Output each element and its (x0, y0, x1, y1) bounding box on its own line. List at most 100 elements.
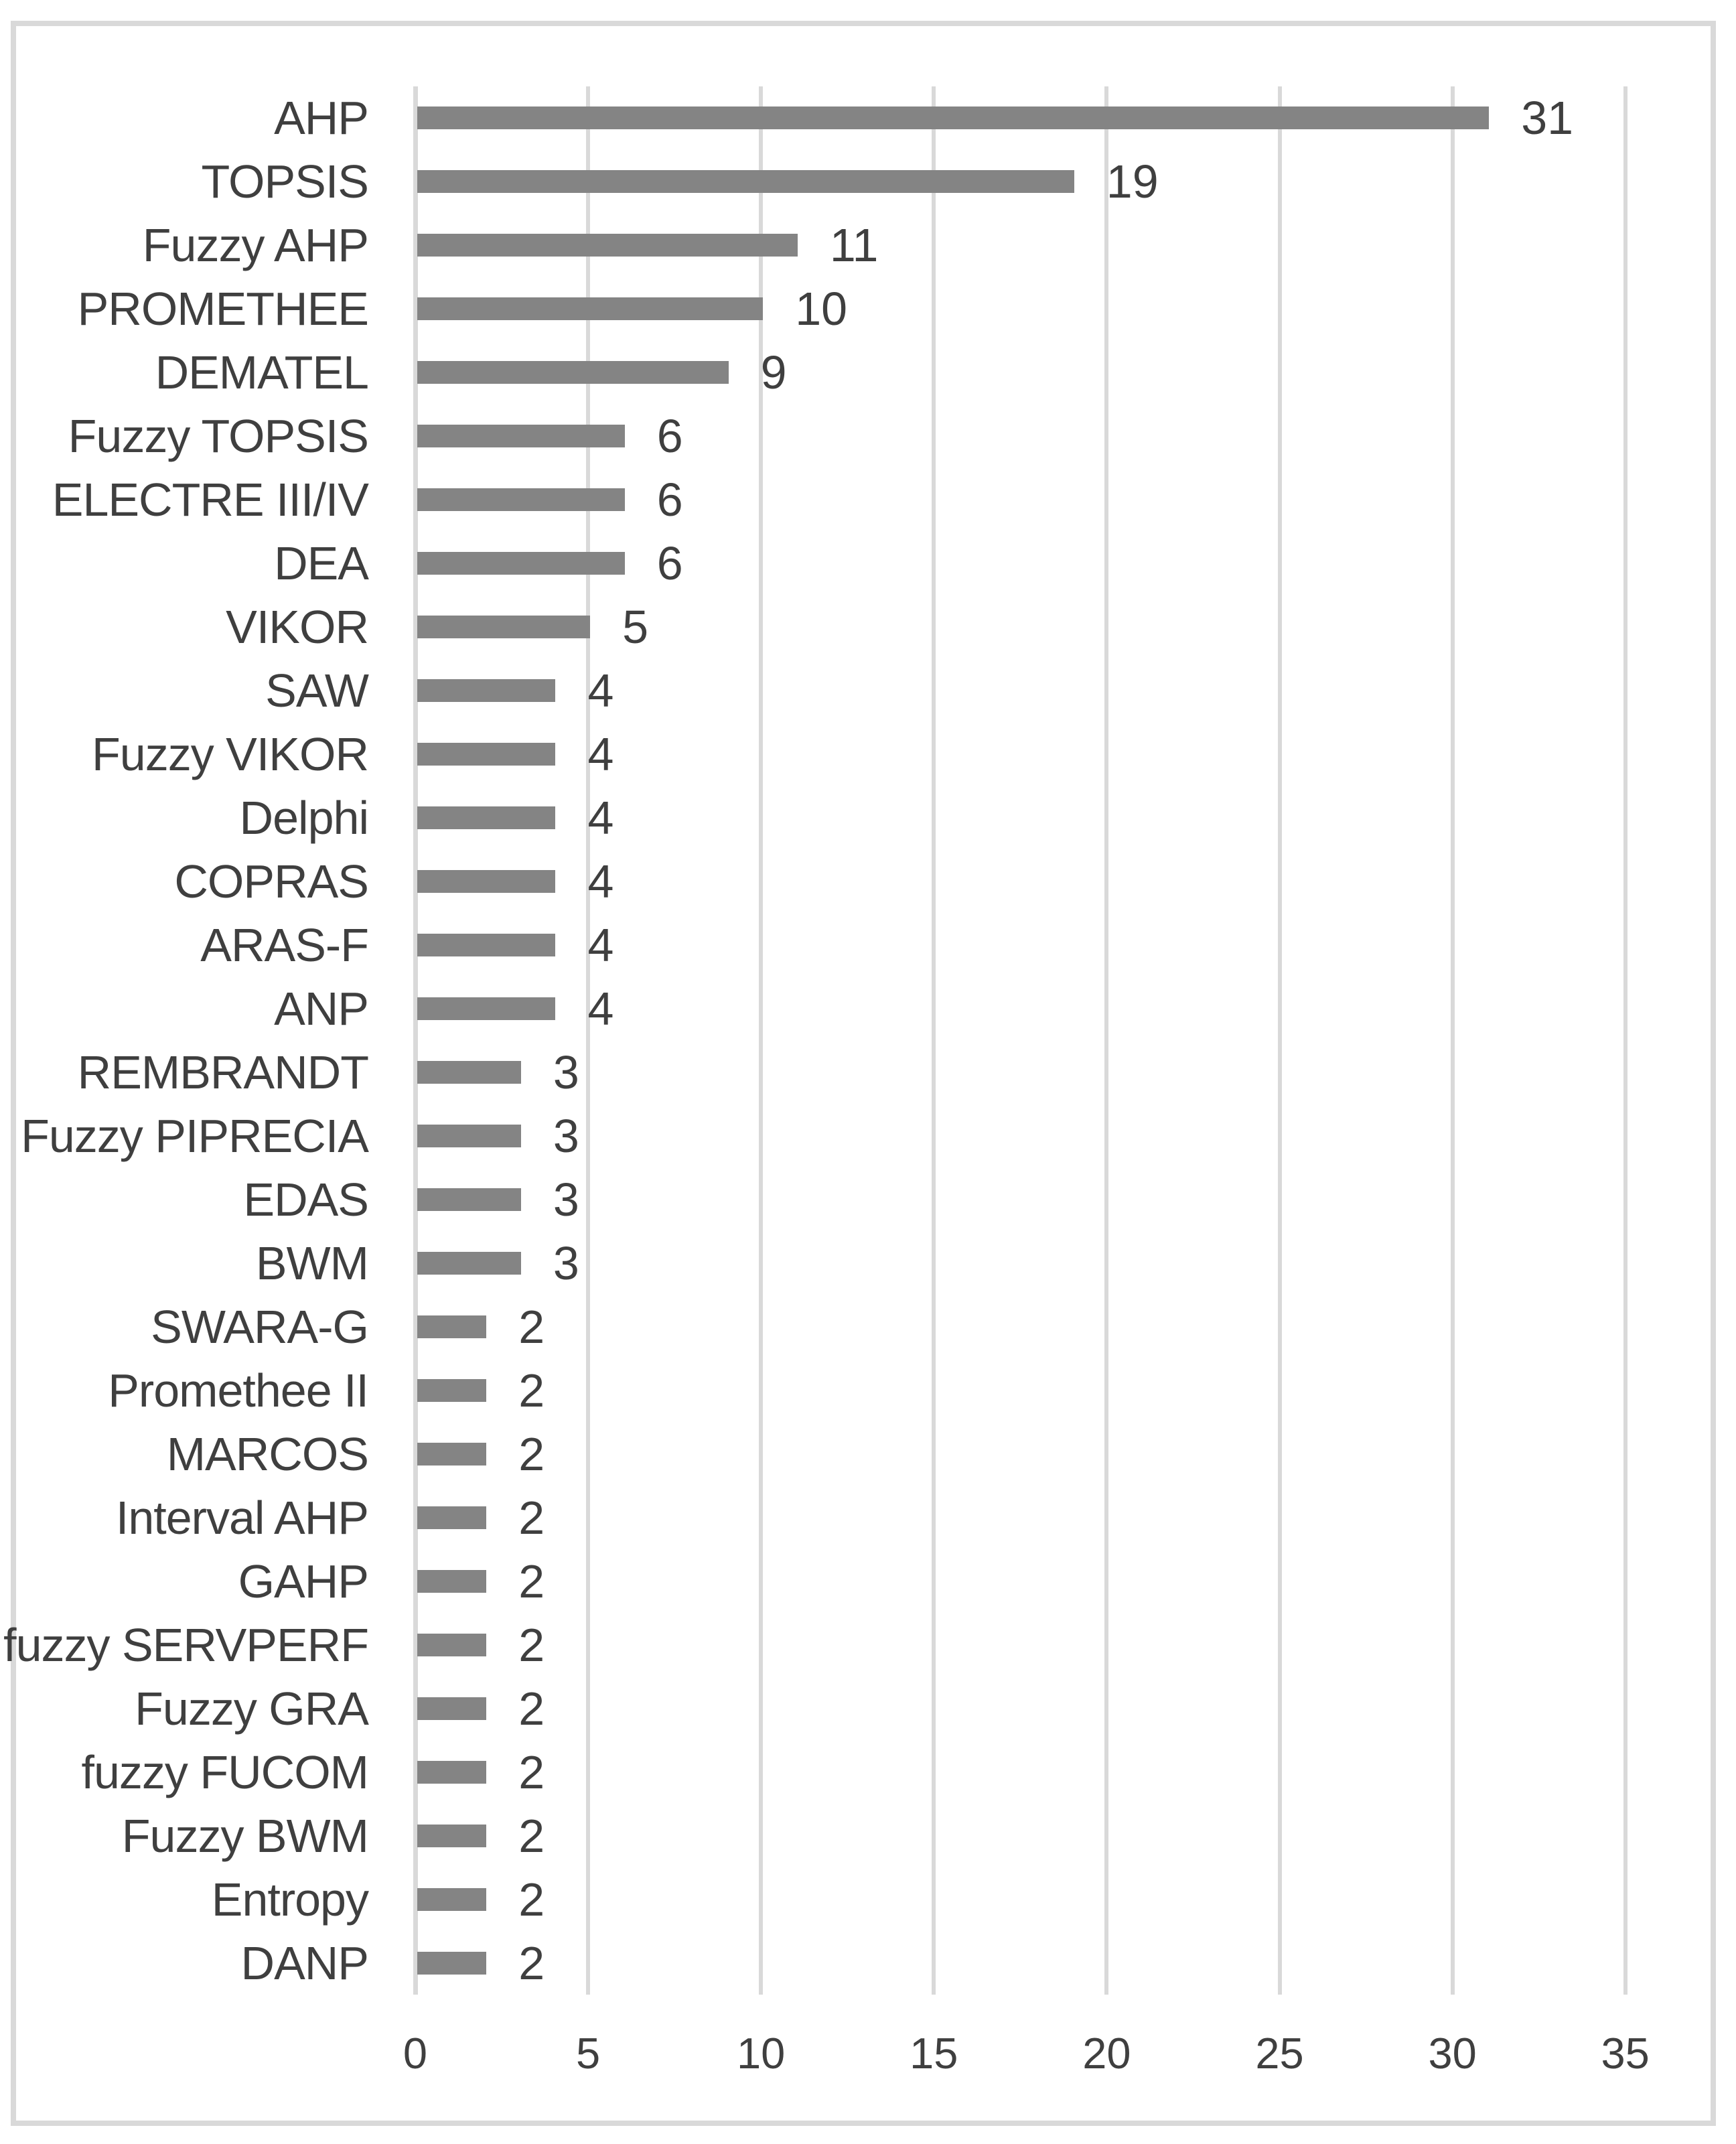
bar-row: COPRAS 4 (0, 850, 1736, 914)
x-tick-label: 0 (403, 2029, 428, 2078)
value-label: 11 (829, 219, 879, 272)
x-tick-label: 5 (576, 2029, 601, 2078)
bar-row: TOPSIS 19 (0, 150, 1736, 214)
bar-row: ELECTRE III/IV 6 (0, 468, 1736, 532)
category-label: Fuzzy GRA (135, 1682, 369, 1735)
value-label: 4 (587, 664, 614, 717)
value-label: 2 (518, 1491, 545, 1544)
category-label: PROMETHEE (77, 283, 369, 336)
value-label: 6 (656, 537, 683, 590)
chart-frame (11, 21, 1716, 2126)
value-label: 3 (553, 1236, 579, 1289)
value-label: 2 (518, 1745, 545, 1798)
category-label: Promethee II (108, 1364, 369, 1417)
bar (417, 297, 764, 321)
category-label: SAW (265, 664, 369, 717)
value-label: 3 (553, 1173, 579, 1226)
value-label: 4 (587, 792, 614, 845)
gridline-x-35 (1623, 86, 1628, 1995)
bar-row: Fuzzy AHP 11 (0, 214, 1736, 277)
bar (417, 1569, 487, 1593)
x-tick-label: 35 (1601, 2029, 1650, 2078)
category-label: AHP (274, 92, 369, 145)
value-label: 3 (553, 1046, 579, 1099)
bar-row: REMBRANDT 3 (0, 1041, 1736, 1104)
bar-row: ARAS-F 4 (0, 914, 1736, 977)
category-label: TOPSIS (201, 155, 369, 208)
bar (417, 488, 625, 512)
bar (417, 1824, 487, 1847)
value-label: 2 (518, 1873, 545, 1926)
x-tick-label: 30 (1428, 2029, 1477, 2078)
value-label: 2 (518, 1300, 545, 1353)
bar (417, 616, 591, 639)
category-label: DEMATEL (155, 346, 369, 399)
category-label: ELECTRE III/IV (52, 474, 369, 526)
category-label: Fuzzy TOPSIS (68, 410, 369, 463)
category-label: fuzzy FUCOM (81, 1745, 369, 1798)
bar-row: SWARA-G 2 (0, 1295, 1736, 1358)
bar (417, 1188, 521, 1211)
bar (417, 1378, 487, 1402)
value-label: 3 (553, 1110, 579, 1162)
value-label: 2 (518, 1555, 545, 1607)
x-tick-label: 25 (1255, 2029, 1304, 2078)
bar-row: Interval AHP 2 (0, 1486, 1736, 1549)
bar (417, 1061, 521, 1084)
category-label: BWM (255, 1236, 369, 1289)
bar-row: EDAS 3 (0, 1167, 1736, 1231)
value-label: 2 (518, 1809, 545, 1862)
value-label: 19 (1106, 155, 1159, 208)
bar-row: Fuzzy GRA 2 (0, 1676, 1736, 1740)
bar (417, 870, 556, 894)
category-label: Fuzzy PIPRECIA (21, 1110, 369, 1162)
bar-row: Fuzzy BWM 2 (0, 1804, 1736, 1867)
category-label: SWARA-G (151, 1300, 369, 1353)
bar (417, 425, 625, 448)
value-label: 4 (587, 728, 614, 781)
bar-row: Fuzzy TOPSIS 6 (0, 405, 1736, 468)
y-axis-line (413, 86, 418, 1995)
value-label: 4 (587, 983, 614, 1035)
bar-row: SAW 4 (0, 659, 1736, 723)
bar-row: Delphi 4 (0, 786, 1736, 850)
value-label: 6 (656, 410, 683, 463)
x-tick-label: 15 (910, 2029, 958, 2078)
bar-row: PROMETHEE 10 (0, 277, 1736, 341)
bar (417, 997, 556, 1021)
value-label: 4 (587, 855, 614, 908)
bar (417, 361, 729, 384)
bar (417, 1442, 487, 1466)
bar-row: ANP 4 (0, 977, 1736, 1041)
bar-row: Fuzzy PIPRECIA 3 (0, 1104, 1736, 1168)
bar (417, 1506, 487, 1529)
value-label: 6 (656, 474, 683, 526)
bar-row: Entropy 2 (0, 1867, 1736, 1931)
bar (417, 934, 556, 957)
bar (417, 1633, 487, 1656)
bar-row: Fuzzy VIKOR 4 (0, 723, 1736, 786)
bar (417, 1251, 521, 1275)
category-label: Entropy (211, 1873, 369, 1926)
value-label: 31 (1521, 92, 1574, 145)
bar (417, 552, 625, 575)
bar-row: Promethee II 2 (0, 1358, 1736, 1422)
category-label: Fuzzy VIKOR (92, 728, 369, 781)
bar-row: MARCOS 2 (0, 1422, 1736, 1486)
value-label: 2 (518, 1427, 545, 1480)
category-label: Fuzzy AHP (142, 219, 369, 272)
bar (417, 1760, 487, 1784)
value-label: 9 (760, 346, 787, 399)
gridline-x-20 (1104, 86, 1109, 1995)
bar-row: VIKOR 5 (0, 595, 1736, 659)
category-label: VIKOR (226, 601, 369, 654)
bar-row: BWM 3 (0, 1231, 1736, 1295)
gridline-x-15 (932, 86, 936, 1995)
bar-row: DANP 2 (0, 1931, 1736, 1995)
category-label: ARAS-F (200, 919, 369, 972)
bar (417, 679, 556, 703)
bar (417, 234, 798, 257)
category-label: ANP (274, 983, 369, 1035)
x-tick-label: 10 (737, 2029, 786, 2078)
